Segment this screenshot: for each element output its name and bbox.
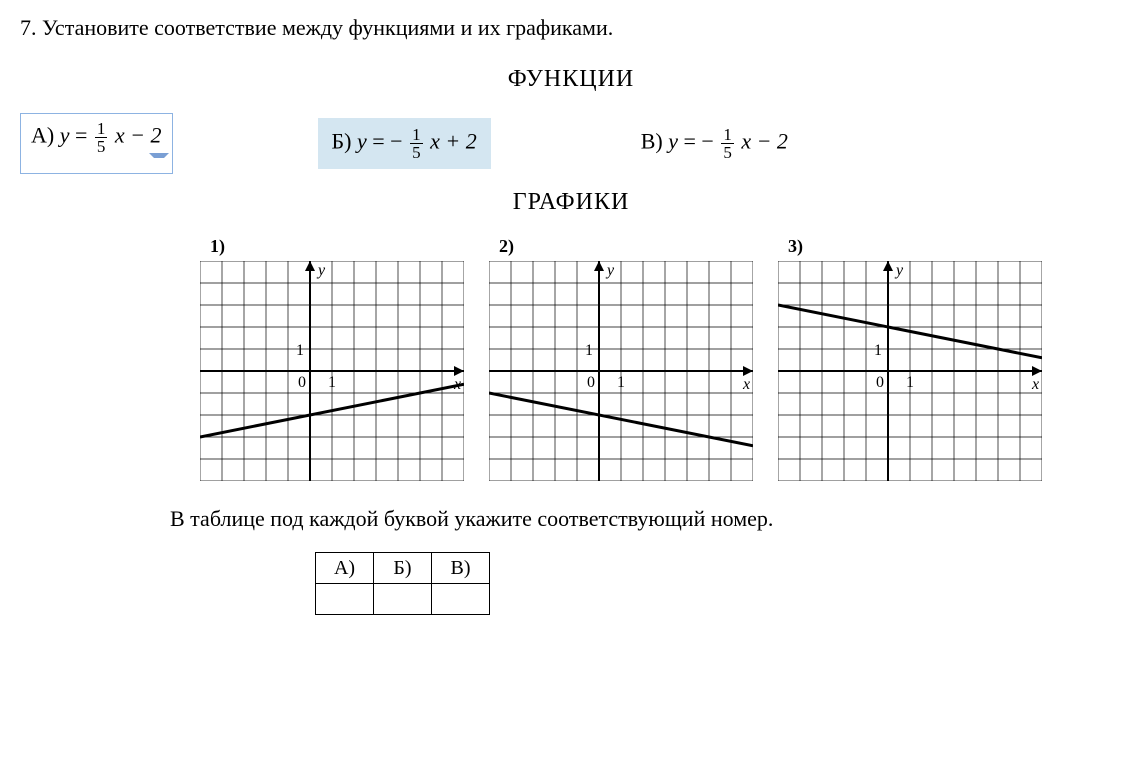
svg-text:1: 1 [296, 342, 304, 359]
svg-text:x: x [1031, 376, 1039, 393]
svg-text:0: 0 [876, 374, 884, 391]
table-cell-a[interactable] [316, 584, 374, 615]
svg-text:1: 1 [906, 374, 914, 391]
graph-label-3: 3) [788, 236, 1042, 257]
table-header-a: А) [316, 553, 374, 584]
function-b-eq: = − [372, 129, 402, 154]
graph-block-3: 3) 0 1 1 x y [778, 236, 1042, 481]
function-a-var: y [60, 123, 70, 148]
table-header-v: В) [432, 553, 490, 584]
function-b-frac: 1 5 [410, 126, 423, 161]
table-header-row: А) Б) В) [316, 553, 490, 584]
graph-svg-1: 011xy [200, 261, 464, 481]
function-b-xpart: x + 2 [430, 129, 477, 154]
graph-svg-2: 0 1 1 x y [489, 261, 753, 481]
svg-text:1: 1 [328, 374, 336, 391]
function-a-xpart: x − 2 [115, 123, 162, 148]
svg-text:y: y [894, 262, 904, 279]
table-cell-v[interactable] [432, 584, 490, 615]
question-text: Установите соответствие между функциями … [42, 15, 613, 40]
function-b-label: Б) [332, 129, 352, 154]
svg-text:y: y [605, 262, 615, 279]
graph-block-2: 2) 0 1 1 x y [489, 236, 753, 481]
function-a-label: А) [31, 123, 54, 148]
graphs-row: 1)011xy2)011xy3)011xy [200, 236, 1122, 481]
graph-label-2: 2) [499, 236, 753, 257]
function-a-box[interactable]: А) y = 1 5 x − 2 [20, 113, 173, 174]
functions-title: ФУНКЦИИ [20, 66, 1122, 93]
question-line: 7. Установите соответствие между функция… [20, 15, 1122, 41]
graph-block-1: 1)011xy [200, 236, 464, 481]
svg-text:x: x [742, 376, 750, 393]
function-a-eq: = [75, 123, 87, 148]
svg-text:0: 0 [298, 374, 306, 391]
graph-label-1: 1) [210, 236, 464, 257]
graph-svg-3: 0 1 1 x y [778, 261, 1042, 481]
svg-text:y: y [316, 262, 326, 279]
function-b-box: Б) y = − 1 5 x + 2 [318, 118, 491, 169]
function-v-frac: 1 5 [721, 126, 734, 161]
function-a-frac: 1 5 [95, 120, 108, 155]
functions-row: А) y = 1 5 x − 2 Б) y = − 1 5 x + 2 В) y… [20, 113, 1122, 174]
function-b-var: y [357, 129, 367, 154]
function-v-box: В) y = − 1 5 x − 2 [631, 118, 798, 169]
instruction-text: В таблице под каждой буквой укажите соот… [170, 506, 1122, 532]
table-cell-b[interactable] [374, 584, 432, 615]
function-v-var: y [668, 129, 678, 154]
graphs-title: ГРАФИКИ [20, 189, 1122, 216]
svg-text:1: 1 [617, 374, 625, 391]
svg-text:0: 0 [587, 374, 595, 391]
function-v-xpart: x − 2 [741, 129, 788, 154]
question-number: 7. [20, 15, 37, 40]
answer-table: А) Б) В) [315, 552, 490, 615]
svg-text:1: 1 [874, 342, 882, 359]
table-answer-row [316, 584, 490, 615]
svg-text:1: 1 [585, 342, 593, 359]
function-v-eq: = − [683, 129, 713, 154]
function-v-label: В) [641, 129, 663, 154]
table-header-b: Б) [374, 553, 432, 584]
